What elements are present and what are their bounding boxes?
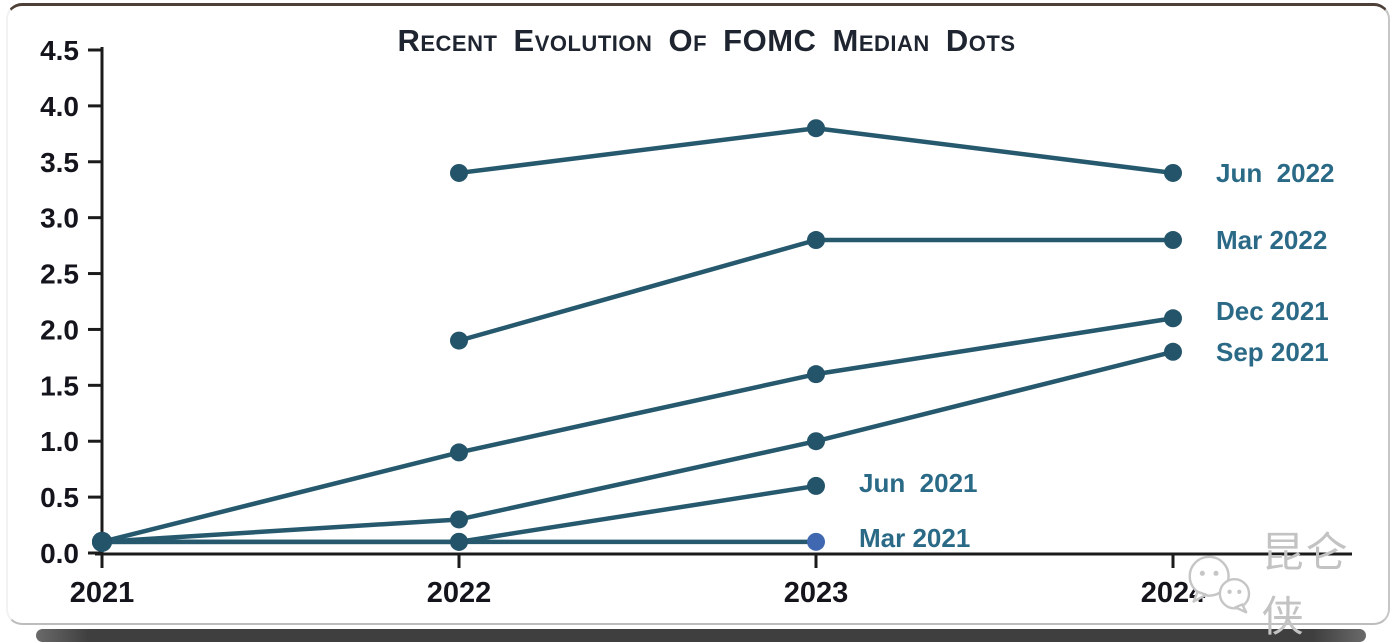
x-axis-tick-label: 2023 (784, 577, 849, 609)
series-line-sep-2021 (99, 349, 1176, 545)
data-point-mar-2021 (807, 532, 825, 551)
series-label-mar-2022: Mar 2022 (1216, 225, 1328, 256)
y-axis-tick-label: 0.5 (40, 482, 79, 513)
data-point-jun-2021 (807, 476, 825, 495)
card-bottom-shadow (36, 629, 1366, 642)
y-axis-tick-label: 0.0 (40, 538, 79, 569)
data-point-jun-2022 (1164, 163, 1182, 182)
y-axis-tick-label: 2.0 (40, 314, 79, 345)
series-label-mar-2021: Mar 2021 (859, 522, 971, 553)
y-axis-tick-label: 4.0 (40, 91, 79, 122)
y-axis-tick-label: 3.5 (40, 147, 79, 178)
data-point-sep-2021 (450, 510, 468, 529)
series-label-jun-2022: Jun 2022 (1216, 157, 1335, 188)
data-point-jun-2022 (450, 163, 468, 182)
data-point-mar-2022 (450, 331, 468, 350)
data-point-mar-2021 (450, 532, 468, 551)
data-point-dec-2021 (807, 365, 825, 384)
data-point-dec-2021 (1164, 309, 1182, 328)
wechat-icon (1188, 555, 1251, 614)
data-point-mar-2021 (92, 531, 112, 552)
x-axis-tick-label: 2021 (70, 577, 135, 609)
series-label-jun-2021: Jun 2021 (859, 467, 978, 498)
series-line-mar-2022 (456, 237, 1176, 343)
y-axis-tick-label: 3.0 (40, 203, 79, 234)
chart-card (6, 3, 1390, 625)
data-point-jun-2022 (807, 119, 825, 138)
x-axis-tick-label: 2022 (427, 577, 492, 609)
chart-title: Recent Evolution Of FOMC Median Dots (397, 23, 1016, 58)
data-point-sep-2021 (1164, 342, 1182, 361)
watermark: 昆仑侠 (1180, 529, 1390, 640)
y-axis-tick-label: 4.5 (40, 35, 79, 66)
series-label-dec-2021: Dec 2021 (1216, 296, 1329, 327)
data-point-dec-2021 (450, 443, 468, 462)
y-axis-tick-label: 1.5 (40, 370, 79, 401)
watermark-text: 昆仑侠 (1261, 529, 1350, 640)
y-axis-tick-label: 1.0 (40, 426, 79, 457)
y-axis-tick-label: 2.5 (40, 259, 79, 290)
data-point-mar-2022 (1164, 231, 1182, 250)
data-point-mar-2022 (807, 231, 825, 250)
data-point-sep-2021 (807, 432, 825, 451)
series-line-dec-2021 (99, 316, 1176, 545)
series-label-sep-2021: Sep 2021 (1216, 336, 1329, 367)
